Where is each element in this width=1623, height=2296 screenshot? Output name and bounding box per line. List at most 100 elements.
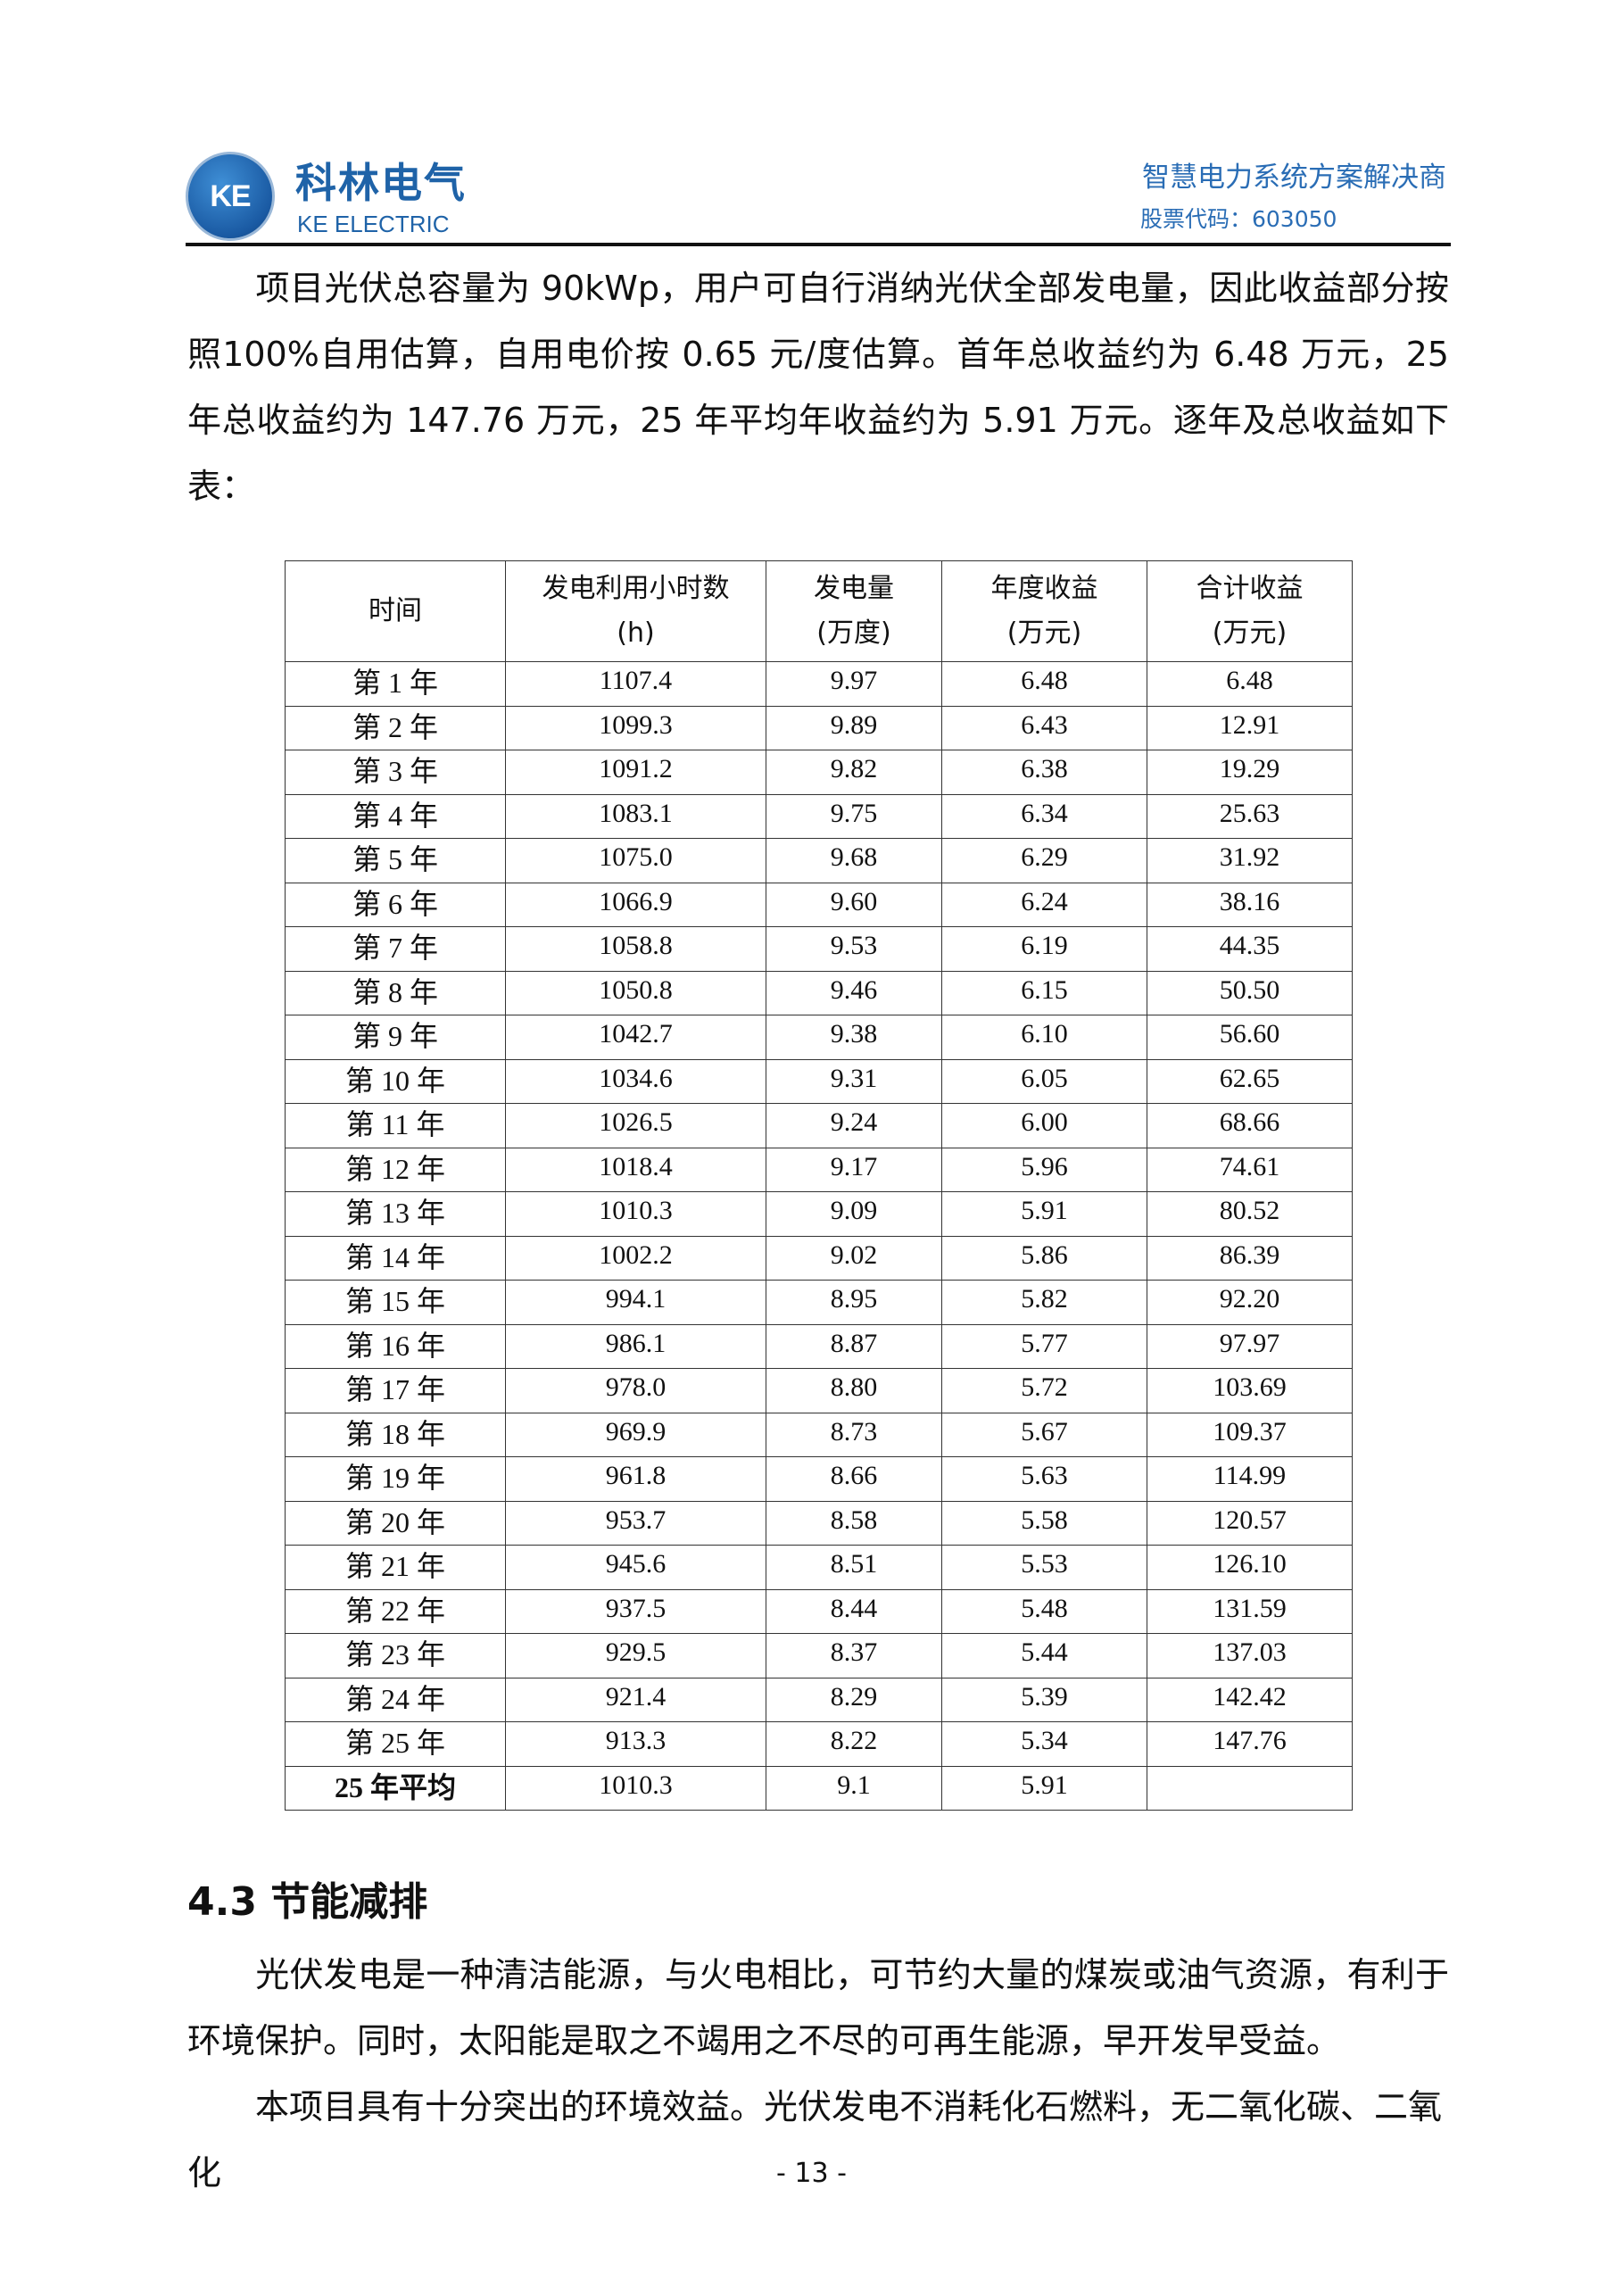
table-cell: 1050.8 xyxy=(505,970,766,1015)
column-header: 合计收益 (万元) xyxy=(1147,560,1353,662)
table-row: 第 16 年 986.1 8.87 5.77 97.97 xyxy=(285,1323,1353,1369)
table-cell: 1091.2 xyxy=(505,750,766,795)
row-label: 25 年平均 xyxy=(285,1765,506,1811)
table-cell: 120.57 xyxy=(1147,1500,1353,1546)
row-label: 第 18 年 xyxy=(285,1412,506,1457)
table-row: 第 6 年 1066.9 9.60 6.24 38.16 xyxy=(285,882,1353,927)
table-cell: 6.29 xyxy=(941,838,1147,883)
table-cell: 986.1 xyxy=(505,1323,766,1369)
table-cell: 137.03 xyxy=(1147,1633,1353,1678)
logo-text: KE xyxy=(210,179,251,213)
table-row: 第 22 年 937.5 8.44 5.48 131.59 xyxy=(285,1588,1353,1634)
table-cell: 9.46 xyxy=(766,970,942,1015)
average-row: 25 年平均 1010.3 9.1 5.91 xyxy=(285,1765,1353,1811)
row-label: 第 23 年 xyxy=(285,1633,506,1678)
table-row: 第 1 年 1107.4 9.97 6.48 6.48 xyxy=(285,661,1353,707)
table-cell: 9.17 xyxy=(766,1147,942,1192)
table-cell: 5.58 xyxy=(941,1500,1147,1546)
row-label: 第 1 年 xyxy=(285,661,506,707)
table-row: 第 25 年 913.3 8.22 5.34 147.76 xyxy=(285,1721,1353,1767)
table-row: 第 7 年 1058.8 9.53 6.19 44.35 xyxy=(285,926,1353,972)
row-label: 第 17 年 xyxy=(285,1368,506,1413)
column-header: 发电利用小时数 (h) xyxy=(505,560,766,662)
table-cell: 8.95 xyxy=(766,1280,942,1325)
table-cell: 109.37 xyxy=(1147,1412,1353,1457)
table-row: 第 17 年 978.0 8.80 5.72 103.69 xyxy=(285,1368,1353,1413)
row-label: 第 9 年 xyxy=(285,1015,506,1060)
table-cell: 1058.8 xyxy=(505,926,766,972)
table-cell: 6.38 xyxy=(941,750,1147,795)
table-cell: 1002.2 xyxy=(505,1235,766,1281)
table-cell: 6.00 xyxy=(941,1103,1147,1148)
row-label: 第 2 年 xyxy=(285,705,506,750)
row-label: 第 7 年 xyxy=(285,926,506,972)
table-cell: 1083.1 xyxy=(505,793,766,839)
table-row: 第 3 年 1091.2 9.82 6.38 19.29 xyxy=(285,750,1353,795)
table-row: 第 5 年 1075.0 9.68 6.29 31.92 xyxy=(285,838,1353,883)
table-cell: 9.68 xyxy=(766,838,942,883)
table-cell: 1010.3 xyxy=(505,1191,766,1237)
table-cell: 8.29 xyxy=(766,1677,942,1722)
table-row: 第 23 年 929.5 8.37 5.44 137.03 xyxy=(285,1633,1353,1678)
table-cell: 38.16 xyxy=(1147,882,1353,927)
intro-text: 项目光伏总容量为 90kWp，用户可自行消纳光伏全部发电量，因此收益部分按照10… xyxy=(187,269,1449,506)
section-paragraph-2: 本项目具有十分突出的环境效益。光伏发电不消耗化石燃料，无二氧化碳、二氧化 xyxy=(187,2074,1449,2206)
table-cell: 5.96 xyxy=(941,1147,1147,1192)
table-cell: 8.37 xyxy=(766,1633,942,1678)
table-cell: 9.24 xyxy=(766,1103,942,1148)
row-label: 第 25 年 xyxy=(285,1721,506,1767)
table-cell: 9.82 xyxy=(766,750,942,795)
table-cell: 9.89 xyxy=(766,705,942,750)
table-cell: 103.69 xyxy=(1147,1368,1353,1413)
company-logo: KE xyxy=(186,152,275,241)
table-cell: 8.73 xyxy=(766,1412,942,1457)
page-body: 项目光伏总容量为 90kWp，用户可自行消纳光伏全部发电量，因此收益部分按照10… xyxy=(187,255,1449,2206)
row-label: 第 22 年 xyxy=(285,1588,506,1634)
header-line: 发电利用小时数 xyxy=(542,573,730,604)
table-cell: 8.87 xyxy=(766,1323,942,1369)
table-header-row: 时间 发电利用小时数 (h) 发电量 (万度) 年度收益 (万元) 合计收益 (万元) xyxy=(285,560,1353,662)
table-cell: 6.48 xyxy=(1147,661,1353,707)
table-cell: 68.66 xyxy=(1147,1103,1353,1148)
row-label: 第 21 年 xyxy=(285,1545,506,1590)
table-cell: 62.65 xyxy=(1147,1058,1353,1104)
row-label: 第 4 年 xyxy=(285,793,506,839)
header-line: 发电量 xyxy=(814,573,894,604)
table-cell: 9.1 xyxy=(766,1765,942,1811)
row-label: 第 12 年 xyxy=(285,1147,506,1192)
row-label: 第 13 年 xyxy=(285,1191,506,1237)
table-row: 第 18 年 969.9 8.73 5.67 109.37 xyxy=(285,1412,1353,1457)
table-cell: 953.7 xyxy=(505,1500,766,1546)
header-line: 年度收益 xyxy=(990,573,1098,604)
paragraph-text: 本项目具有十分突出的环境效益。光伏发电不消耗化石燃料，无二氧化碳、二氧化 xyxy=(187,2087,1443,2192)
table-cell: 929.5 xyxy=(505,1633,766,1678)
table-cell: 142.42 xyxy=(1147,1677,1353,1722)
table-cell: 969.9 xyxy=(505,1412,766,1457)
table-cell: 114.99 xyxy=(1147,1456,1353,1502)
table-cell: 9.38 xyxy=(766,1015,942,1060)
table-cell: 1026.5 xyxy=(505,1103,766,1148)
row-label: 第 5 年 xyxy=(285,838,506,883)
header-line: 时间 xyxy=(368,595,422,626)
table-cell: 9.02 xyxy=(766,1235,942,1281)
header-unit: (万度) xyxy=(816,618,891,649)
table-cell: 92.20 xyxy=(1147,1280,1353,1325)
table-cell: 126.10 xyxy=(1147,1545,1353,1590)
table-cell: 978.0 xyxy=(505,1368,766,1413)
row-label: 第 19 年 xyxy=(285,1456,506,1502)
header-unit: (万元) xyxy=(1006,618,1082,649)
page-number: - 13 - xyxy=(776,2158,847,2189)
paragraph-text: 光伏发电是一种清洁能源，与火电相比，可节约大量的煤炭或油气资源，有利于环境保护。… xyxy=(187,1955,1449,2060)
row-label: 第 24 年 xyxy=(285,1677,506,1722)
table-cell: 5.53 xyxy=(941,1545,1147,1590)
column-header: 发电量 (万度) xyxy=(766,560,942,662)
table-cell: 994.1 xyxy=(505,1280,766,1325)
row-label: 第 16 年 xyxy=(285,1323,506,1369)
table-cell: 5.91 xyxy=(941,1191,1147,1237)
table-cell xyxy=(1147,1765,1353,1811)
table-cell: 5.39 xyxy=(941,1677,1147,1722)
table-cell: 5.86 xyxy=(941,1235,1147,1281)
table-cell: 86.39 xyxy=(1147,1235,1353,1281)
table-row: 第 14 年 1002.2 9.02 5.86 86.39 xyxy=(285,1235,1353,1281)
column-header: 年度收益 (万元) xyxy=(941,560,1147,662)
